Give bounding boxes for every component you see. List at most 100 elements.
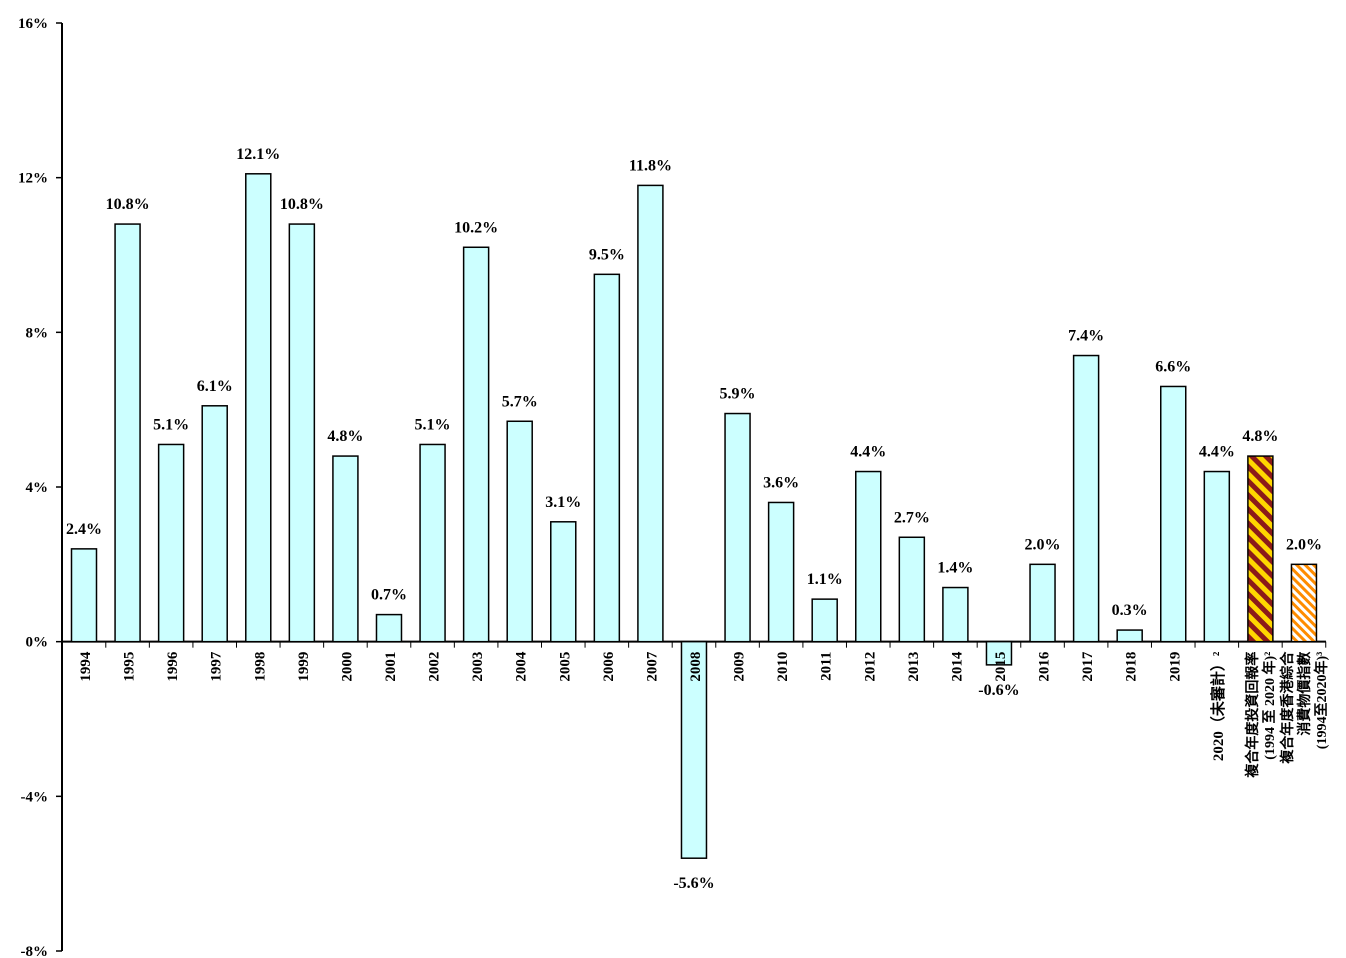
bar-22 xyxy=(1029,563,1056,643)
data-label-9: 10.2% xyxy=(454,219,498,236)
bar-0 xyxy=(70,548,98,643)
data-label-17: 1.1% xyxy=(807,571,843,588)
x-tick-label-8: 2002 xyxy=(427,652,443,682)
x-tick-label-6: 2000 xyxy=(339,652,355,682)
y-tick-label: -8% xyxy=(21,944,49,958)
x-tick-label-9: 2003 xyxy=(470,652,486,682)
bar-15 xyxy=(724,412,751,643)
x-tick-label-21: 2015 xyxy=(993,652,1009,682)
data-label-0: 2.4% xyxy=(66,521,102,538)
y-tick-label: -4% xyxy=(21,789,49,805)
bar-28 xyxy=(1290,563,1318,643)
y-tick-label: 4% xyxy=(26,480,49,496)
y-tick-label: 12% xyxy=(18,171,48,187)
y-tick-label: 16% xyxy=(18,16,48,32)
data-label-20: 1.4% xyxy=(937,560,973,577)
x-tick-label-11: 2005 xyxy=(557,652,573,682)
bar-20 xyxy=(942,586,969,643)
data-label-4: 12.1% xyxy=(236,146,280,163)
bar-12 xyxy=(593,273,621,643)
data-label-12: 9.5% xyxy=(589,246,625,263)
x-tick-label-15: 2009 xyxy=(732,652,748,682)
x-tick-labels: 1994 1995 1996 1997 1998 1999 2000 2001 2002 2003… xyxy=(78,651,1330,779)
x-tick-label-7: 2001 xyxy=(383,652,399,682)
y-tick-label: 8% xyxy=(26,325,49,341)
x-tick-label-18: 2012 xyxy=(862,652,878,682)
data-label-1: 10.8% xyxy=(106,196,150,213)
bar-26 xyxy=(1203,470,1231,643)
bars xyxy=(70,173,1318,859)
x-tick-label-2: 1996 xyxy=(165,651,181,682)
x-tick-label-19: 2013 xyxy=(906,652,922,682)
data-label-25: 6.6% xyxy=(1155,358,1191,375)
y-tick-label: 0% xyxy=(26,635,49,651)
bar-17 xyxy=(811,598,838,643)
bar-13 xyxy=(637,184,664,643)
bar-9 xyxy=(462,246,490,643)
x-tick-label-14: 2008 xyxy=(688,652,704,682)
bar-23 xyxy=(1072,354,1100,643)
data-label-19: 2.7% xyxy=(894,509,930,526)
data-label-18: 4.4% xyxy=(850,444,886,461)
data-label-26: 4.4% xyxy=(1199,444,1235,461)
x-tick-label-28-line-0: 複合年度香港綜合 xyxy=(1279,651,1296,765)
bar-14 xyxy=(680,640,708,859)
x-tick-label-27-line-0: 複合年度投資回報率 xyxy=(1244,652,1261,779)
bar-7 xyxy=(375,613,403,643)
bar-21 xyxy=(985,640,1013,666)
data-label-3: 6.1% xyxy=(197,378,233,395)
data-label-2: 5.1% xyxy=(153,416,189,433)
data-label-21: -0.6% xyxy=(978,682,1019,699)
data-label-27: 4.8% xyxy=(1242,428,1278,445)
x-tick-label-28-line-1: 消費物價指數 xyxy=(1296,652,1313,736)
bar-18 xyxy=(855,470,882,643)
data-labels: 2.4% 10.8% 5.1% 6.1% 12.1% 10.8% 4.8% 0.7% 5.1% 1… xyxy=(66,146,1322,892)
bar-4 xyxy=(245,173,272,643)
x-tick-label-22: 2016 xyxy=(1037,651,1053,682)
x-tick-label-24: 2018 xyxy=(1124,652,1140,682)
bar-10 xyxy=(506,420,533,643)
x-tick-label-10: 2004 xyxy=(514,651,530,682)
x-tick-label-5: 1999 xyxy=(296,652,312,682)
data-label-11: 3.1% xyxy=(545,494,581,511)
data-label-16: 3.6% xyxy=(763,474,799,491)
data-label-22: 2.0% xyxy=(1025,536,1061,553)
data-label-8: 5.1% xyxy=(415,416,451,433)
bar-3 xyxy=(201,405,228,643)
bar-1 xyxy=(114,223,141,643)
x-tick-label-27-line-1: (1994 至 2020 年)² xyxy=(1261,652,1278,760)
data-label-14: -5.6% xyxy=(673,875,714,892)
bar-2 xyxy=(157,443,185,643)
bar-27 xyxy=(1247,455,1274,643)
x-tick-label-25: 2019 xyxy=(1167,652,1183,682)
bar-5 xyxy=(288,223,316,643)
data-label-5: 10.8% xyxy=(280,196,324,213)
data-label-15: 5.9% xyxy=(720,386,756,403)
x-tick-label-4: 1998 xyxy=(252,652,268,682)
x-tick-label-28-line-2: (1994至2020年)³ xyxy=(1313,652,1330,750)
data-label-13: 11.8% xyxy=(629,157,672,174)
x-tick-label-16: 2010 xyxy=(775,652,791,682)
x-tick-label-3: 1997 xyxy=(209,651,225,682)
x-tick-label-1: 1995 xyxy=(122,652,138,682)
x-tick-label-12: 2006 xyxy=(601,651,617,682)
bar-11 xyxy=(550,521,577,643)
axes: -8% -4% 0% 4% 8% 12% 16% xyxy=(18,16,1327,958)
x-tick-label-17: 2011 xyxy=(819,652,835,681)
data-label-6: 4.8% xyxy=(327,428,363,445)
bar-6 xyxy=(332,455,359,643)
data-label-24: 0.3% xyxy=(1112,602,1148,619)
bar-24 xyxy=(1116,629,1143,643)
data-label-7: 0.7% xyxy=(371,587,407,604)
bar-19 xyxy=(898,536,926,643)
bar-16 xyxy=(767,501,795,643)
data-label-10: 5.7% xyxy=(502,393,538,410)
data-label-28: 2.0% xyxy=(1286,536,1322,553)
bar-25 xyxy=(1160,385,1187,643)
x-tick-label-23: 2017 xyxy=(1080,651,1096,682)
x-tick-label-26: 2020（未審計）² xyxy=(1209,651,1227,761)
x-tick-label-13: 2007 xyxy=(644,651,660,682)
data-label-23: 7.4% xyxy=(1068,328,1104,345)
